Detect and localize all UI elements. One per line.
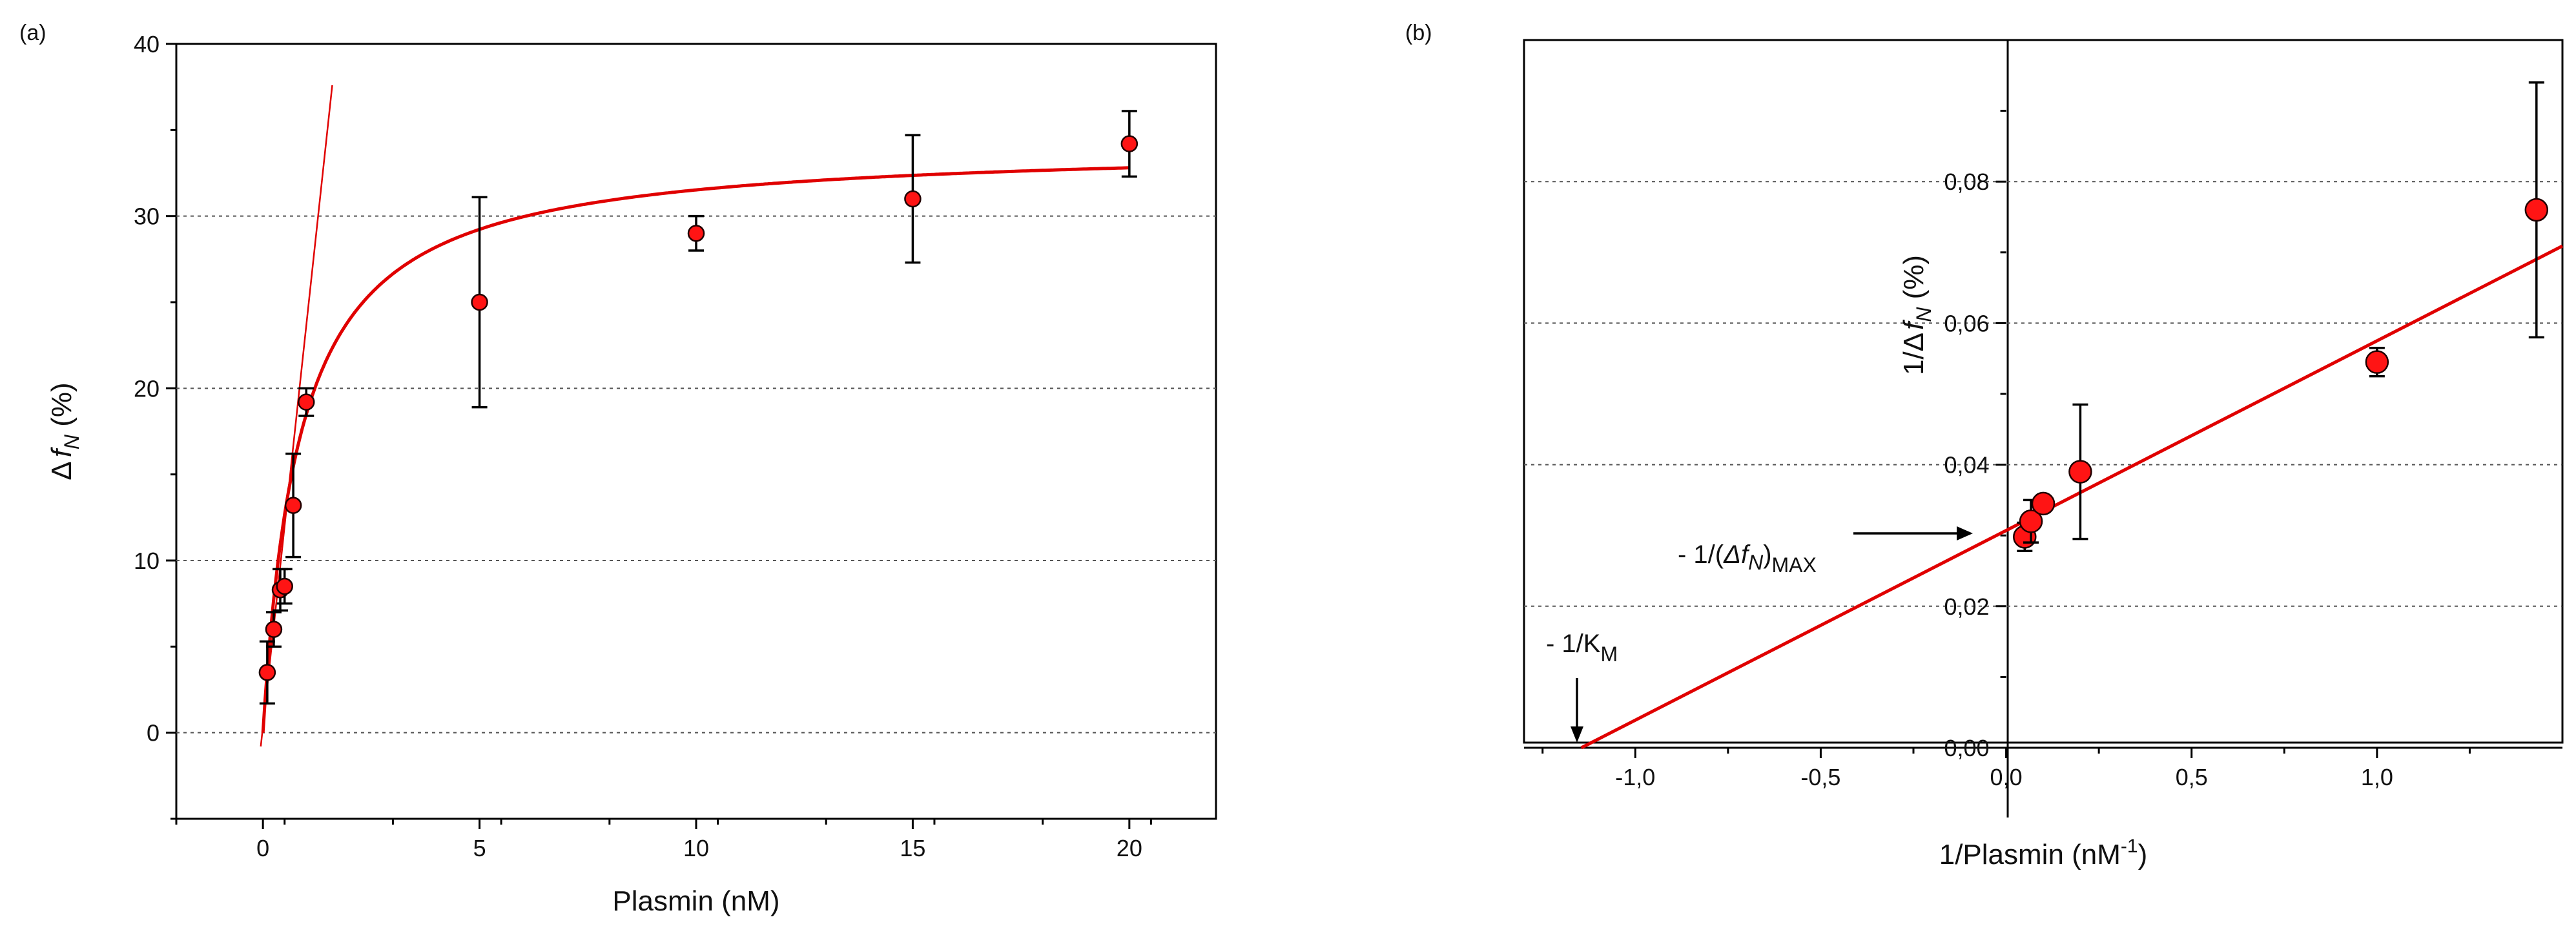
plot-frame-b [1523,39,2564,744]
data-points-b [2013,81,2549,553]
x-tick-label-a-3: 15 [900,835,925,861]
y-tick-label-b-1: 0,02 [1944,593,1989,620]
gridlines-a [176,215,1216,734]
km-arrow-head [1571,726,1583,743]
marker [687,225,705,242]
data-point-a-5 [298,387,315,417]
data-point-a-1 [265,611,283,648]
km-annotation: - 1/KM [1546,630,1618,666]
data-point-b-2 [2031,491,2056,516]
marker [2524,198,2549,222]
y-tick-label-a-2: 20 [134,375,160,402]
fit-lines-a [260,85,1129,747]
x-axis-title-a: Plasmin (nM) [612,885,779,917]
x-tick-label-b-2: 0,0 [1990,764,2023,790]
data-point-a-8 [904,134,922,264]
panel-label-b: (b) [1405,21,1432,45]
marker [2365,350,2389,374]
marker [276,577,293,595]
y-axis-title-a: ΔfN (%) [46,382,83,480]
x-tick-label-a-4: 20 [1117,835,1142,861]
x-tick-label-a-0: 0 [256,835,269,861]
data-point-b-4 [2365,347,2389,378]
data-point-a-3 [276,568,293,605]
marker [904,190,922,208]
lineweaver-burk-fit [1580,244,2564,750]
fit-line-b [1580,244,2564,750]
axis-ticks-a: 0 5 10 15 20 0 10 20 30 40 [134,31,1152,861]
marker [2031,491,2056,516]
marker [258,664,276,681]
y-tick-label-a-0: 0 [147,720,160,746]
data-point-a-0 [258,640,276,705]
chart-panel-a: (a) 0 5 10 15 20 0 10 20 30 40 Plasmin (nM) ΔfN (… [19,21,1217,917]
x-tick-label-a-1: 5 [473,835,486,861]
plot-frame-a [175,43,1217,820]
data-point-b-1 [2019,499,2043,544]
y-axis-title-b: 1/ΔfN (%) [1898,255,1935,375]
y-tick-label-b-0: 0,00 [1944,735,1989,761]
marker [298,393,315,411]
ymax-annotation: - 1/(ΔfN)MAX [1678,540,1817,577]
x-tick-label-b-1: -0,5 [1800,764,1840,790]
marker [1120,135,1139,152]
marker [284,497,302,514]
data-points-a [258,110,1139,705]
gridlines-b [1524,181,2562,607]
y-tick-label-a-1: 10 [134,548,160,574]
y-tick-label-a-3: 30 [134,203,160,230]
ymax-arrow-head [1957,526,1973,540]
x-tick-label-a-2: 10 [683,835,709,861]
chart-panel-b: (b) -1,0 -0,5 0,0 0,5 1,0 0,00 0,02 0,04 0,06 0,0… [1405,21,2564,870]
marker [2019,509,2043,533]
x-axis-title-b: 1/Plasmin (nM-1) [1939,836,2148,870]
marker [2068,460,2092,484]
x-tick-label-b-4: 1,0 [2361,764,2393,790]
y-tick-label-b-4: 0,08 [1944,169,1989,195]
marker [471,293,488,311]
data-point-a-7 [687,214,705,252]
y-tick-label-b-3: 0,06 [1944,310,1989,336]
x-tick-label-b-0: -1,0 [1615,764,1655,790]
axis-ticks-b: -1,0 -0,5 0,0 0,5 1,0 0,00 0,02 0,04 0,06 0,08 [1541,110,2471,790]
data-point-b-3 [2068,403,2092,540]
data-point-a-6 [471,196,488,409]
fit-curve [261,166,1129,733]
y-tick-label-a-4: 40 [134,31,160,57]
data-point-a-4 [284,452,302,559]
x-tick-label-b-3: 0,5 [2176,764,2208,790]
panel-label-a: (a) [19,21,46,45]
data-point-b-5 [2524,81,2549,339]
data-point-a-9 [1120,110,1139,178]
y-tick-label-b-2: 0,04 [1944,452,1989,478]
marker [265,621,283,638]
